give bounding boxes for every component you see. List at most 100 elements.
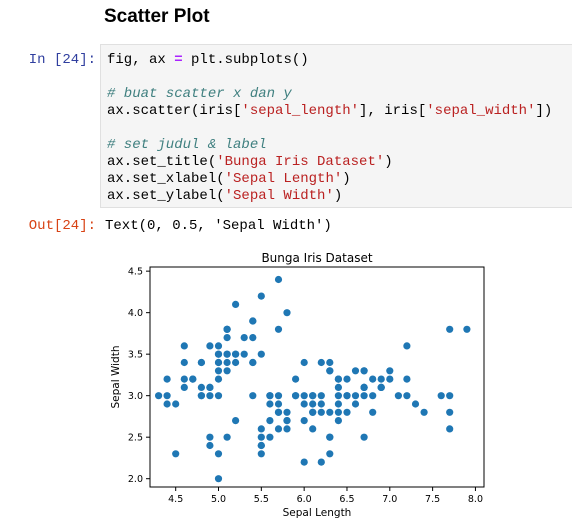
- scatter-point: [223, 367, 231, 375]
- x-tick-label: 8.0: [468, 494, 483, 505]
- y-axis-label: Sepal Width: [110, 346, 122, 409]
- scatter-point: [326, 450, 334, 458]
- code-token: ax.set_xlabel(: [107, 171, 225, 187]
- scatter-point: [446, 425, 454, 433]
- code-token: ): [342, 171, 351, 187]
- scatter-point: [309, 400, 317, 408]
- scatter-point: [309, 425, 317, 433]
- x-tick-label: 7.0: [382, 494, 397, 505]
- scatter-point: [326, 408, 334, 416]
- plot-frame: [149, 266, 485, 488]
- chart-points: [155, 275, 471, 483]
- scatter-point: [180, 383, 188, 391]
- scatter-point: [309, 392, 317, 400]
- scatter-point: [240, 334, 248, 342]
- y-tick-label: 4.0: [128, 308, 143, 319]
- scatter-point: [446, 325, 454, 333]
- scatter-point: [274, 425, 283, 433]
- scatter-point: [317, 358, 325, 367]
- scatter-point: [257, 425, 265, 433]
- scatter-point: [249, 392, 257, 400]
- scatter-point: [446, 392, 454, 400]
- code-token: plt.subplots(): [182, 52, 309, 68]
- scatter-point: [377, 383, 385, 391]
- scatter-point: [334, 408, 342, 416]
- scatter-point: [232, 350, 240, 358]
- code-token: ax.set_title(: [107, 154, 217, 170]
- scatter-point: [274, 275, 283, 284]
- code-token: ): [384, 154, 393, 170]
- scatter-point: [172, 400, 180, 408]
- scatter-point: [300, 458, 308, 466]
- scatter-point: [180, 342, 188, 350]
- scatter-point: [214, 367, 223, 375]
- scatter-point: [360, 433, 368, 441]
- scatter-point: [197, 392, 205, 400]
- scatter-point: [369, 408, 377, 416]
- scatter-point: [223, 433, 231, 441]
- scatter-point: [283, 408, 291, 416]
- scatter-point: [274, 408, 283, 416]
- code-token: ]): [535, 103, 553, 119]
- scatter-point: [249, 334, 257, 342]
- x-axis-label: Sepal Length: [283, 507, 352, 519]
- code-token: ): [333, 188, 343, 204]
- code-token: fig, ax: [107, 52, 175, 68]
- scatter-point: [163, 400, 171, 408]
- code-comment: # buat scatter x dan y: [107, 86, 292, 102]
- scatter-point: [360, 383, 368, 391]
- scatter-point: [249, 358, 257, 367]
- chart-svg: Bunga Iris Dataset 4.5 5.0 5.5 6.0 6.5 7.0 7.5…: [110, 251, 485, 519]
- scatter-point: [386, 375, 394, 383]
- scatter-chart: Bunga Iris Dataset 4.5 5.0 5.5 6.0 6.5 7.0 7.5…: [100, 245, 500, 525]
- scatter-point: [274, 400, 283, 408]
- scatter-point: [257, 433, 265, 441]
- scatter-point: [274, 325, 283, 333]
- y-axis-ticks: 2.0 2.5 3.0 3.5 4.0 4.5: [128, 267, 150, 485]
- x-tick-label: 5.0: [211, 494, 226, 505]
- output-prompt: Out[24]:: [28, 218, 96, 234]
- y-tick-label: 2.0: [128, 474, 143, 485]
- x-axis-ticks: 4.5 5.0 5.5 6.0 6.5 7.0 7.5 8.0: [168, 487, 483, 505]
- scatter-point: [214, 358, 223, 367]
- scatter-point: [360, 392, 368, 400]
- scatter-point: [257, 350, 265, 358]
- scatter-point: [369, 375, 377, 383]
- scatter-point: [403, 392, 411, 400]
- scatter-point: [223, 358, 231, 367]
- scatter-point: [223, 325, 231, 333]
- scatter-point: [274, 392, 283, 400]
- scatter-point: [403, 375, 411, 383]
- x-tick-label: 4.5: [168, 494, 183, 505]
- scatter-point: [394, 392, 402, 400]
- code-comment: # set judul & label: [107, 137, 267, 153]
- scatter-point: [351, 367, 360, 375]
- section-heading: Scatter Plot: [104, 6, 210, 27]
- scatter-point: [317, 392, 325, 400]
- x-tick-label: 7.5: [425, 494, 440, 505]
- scatter-point: [317, 458, 325, 466]
- x-tick-label: 5.5: [254, 494, 269, 505]
- code-cell-input[interactable]: fig, ax = plt.subplots() # buat scatter …: [100, 44, 572, 208]
- scatter-point: [223, 350, 231, 358]
- code-string: 'sepal_width': [426, 103, 536, 119]
- scatter-point: [420, 408, 428, 416]
- code-string: 'Bunga Iris Dataset': [216, 154, 385, 170]
- scatter-point: [240, 350, 248, 358]
- scatter-point: [266, 400, 274, 408]
- scatter-point: [343, 392, 351, 400]
- scatter-point: [326, 433, 334, 441]
- cell-output-text: Text(0, 0.5, 'Sepal Width'): [105, 218, 332, 234]
- scatter-point: [317, 400, 325, 408]
- scatter-point: [334, 417, 342, 425]
- scatter-point: [343, 408, 351, 416]
- scatter-point: [292, 375, 300, 383]
- scatter-point: [223, 334, 231, 342]
- code-editor[interactable]: fig, ax = plt.subplots() # buat scatter …: [107, 52, 552, 205]
- scatter-point: [343, 375, 351, 383]
- scatter-point: [206, 342, 214, 350]
- scatter-point: [172, 450, 180, 458]
- scatter-point: [232, 417, 240, 425]
- scatter-point: [300, 358, 308, 367]
- code-token: ax.scatter(iris[: [107, 103, 242, 119]
